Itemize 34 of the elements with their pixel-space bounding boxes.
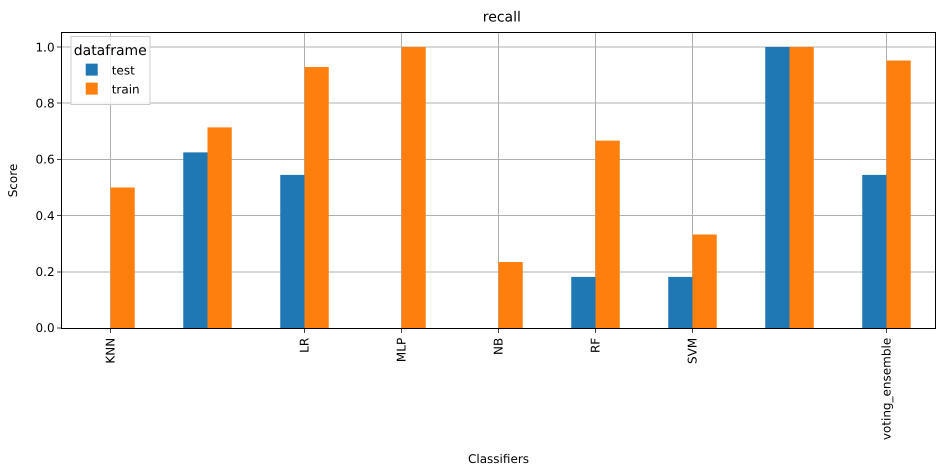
bar (886, 60, 911, 328)
bar (304, 67, 329, 328)
y-tick-label: 1.0 (36, 40, 55, 54)
bar (280, 174, 304, 328)
legend-label: train (112, 82, 140, 96)
y-tick-label: 0.4 (36, 208, 55, 223)
bar (183, 152, 208, 328)
bar (668, 276, 692, 328)
y-tick-label: 0.8 (36, 96, 55, 110)
x-tick-label: SVM (685, 338, 700, 364)
bar (402, 47, 426, 328)
bar (790, 47, 814, 328)
y-tick-label: 0.0 (36, 321, 55, 336)
bar (571, 276, 596, 328)
bar (692, 234, 717, 328)
bar (498, 262, 523, 328)
x-tick-label: RF (588, 338, 602, 354)
x-tick-label: voting_ensemble (879, 338, 894, 440)
y-tick-label: 0.2 (36, 265, 55, 280)
legend-title: dataframe (74, 43, 147, 60)
legend-label: test (112, 63, 136, 78)
x-axis-title: Classifiers (468, 452, 530, 466)
chart-title: recall (482, 9, 521, 26)
y-axis-title: Score (6, 164, 20, 198)
bar (765, 47, 790, 328)
bar (596, 140, 620, 328)
bar (110, 188, 135, 328)
x-tick-label: KNN (103, 338, 118, 364)
bar (862, 174, 886, 328)
bar (208, 127, 232, 328)
x-tick-label: NB (491, 338, 506, 356)
x-tick-label: LR (297, 338, 312, 353)
x-tick-label: MLP (394, 338, 408, 362)
y-tick-label: 0.6 (36, 152, 55, 167)
